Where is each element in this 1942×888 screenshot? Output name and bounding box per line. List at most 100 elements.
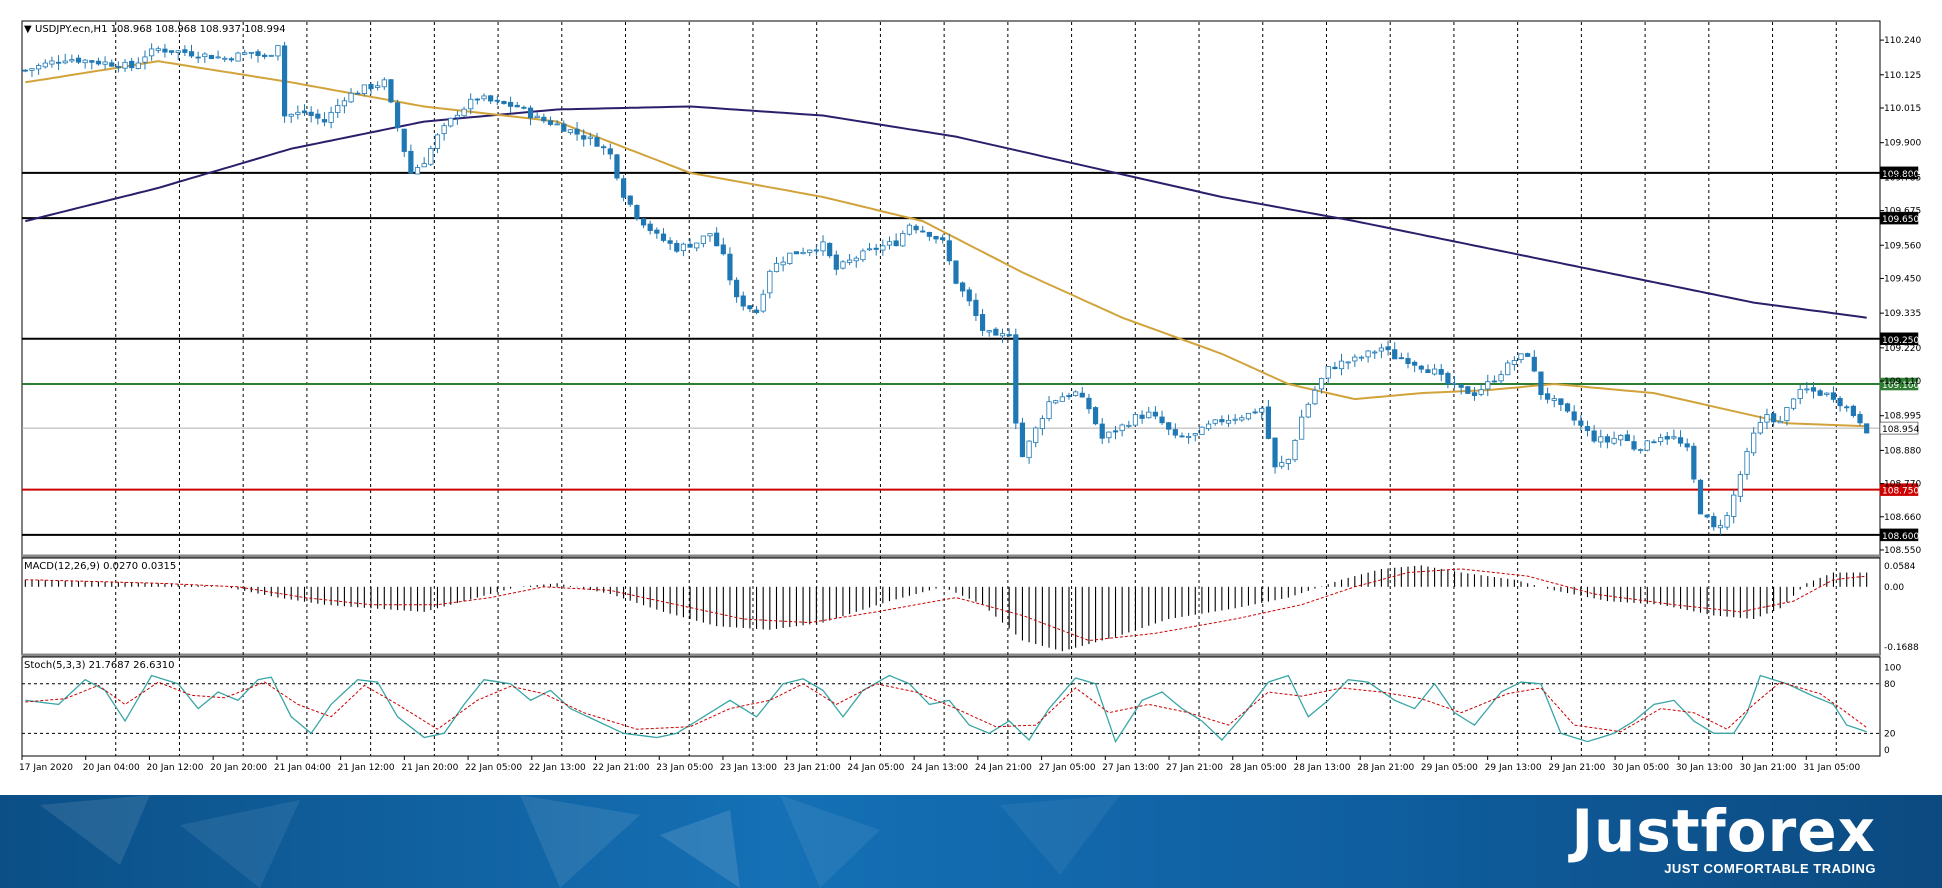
candle-body <box>36 65 42 70</box>
candle-body <box>1418 365 1424 370</box>
candle-body <box>1485 381 1491 390</box>
candle-body <box>1431 368 1438 375</box>
candle-body <box>700 235 706 244</box>
candle-body <box>1205 423 1212 430</box>
candle-body <box>1026 440 1032 459</box>
candle-body <box>1658 437 1664 443</box>
candle-body <box>448 117 454 127</box>
candle-body <box>920 230 926 233</box>
candle-body <box>288 113 294 117</box>
stoch-signal-line <box>25 681 1867 733</box>
candle-body <box>833 254 839 270</box>
candle-body <box>281 45 288 117</box>
price-level-tag <box>1879 211 1919 225</box>
candle-body <box>1525 353 1531 357</box>
candle-body <box>601 146 607 149</box>
price-level-tag <box>1879 483 1919 496</box>
candle-body <box>640 218 647 226</box>
candle-body <box>1810 387 1817 392</box>
time-label: 23 Jan 05:00 <box>656 763 713 773</box>
candle-body <box>248 51 254 54</box>
candle-body <box>727 253 733 281</box>
candle-body <box>481 95 487 100</box>
candle-body <box>1412 361 1418 366</box>
candle-body <box>1864 423 1870 434</box>
vertical-grid <box>115 22 1837 756</box>
candle-body <box>115 66 121 69</box>
stoch-tick-label: 0 <box>1884 746 1890 756</box>
candle-body <box>773 262 780 273</box>
candle-body <box>827 242 833 257</box>
candle-body <box>1711 516 1717 528</box>
candle-body <box>1073 391 1079 396</box>
candle-body <box>1624 434 1630 442</box>
candle-body <box>720 244 726 255</box>
candle-body <box>1638 449 1644 451</box>
candle-body <box>1405 358 1411 365</box>
candle-body <box>1804 388 1810 391</box>
candle-body <box>853 257 859 262</box>
candle-body <box>1571 411 1577 421</box>
candle-body <box>461 108 467 117</box>
stochastic-indicator <box>22 674 1880 744</box>
candle-body <box>335 105 341 113</box>
candle-body <box>1651 441 1657 444</box>
candle-body <box>1013 334 1019 424</box>
time-label: 21 Jan 04:00 <box>274 763 331 773</box>
price-tick-label: 109.220 <box>1884 344 1921 354</box>
brand-logo[interactable]: Justforex JUST COMFORTABLE TRADING <box>1571 795 1876 876</box>
candle-body <box>394 102 401 129</box>
price-tick-label: 110.240 <box>1884 36 1921 46</box>
candle-body <box>268 54 274 57</box>
candle-body <box>860 250 866 261</box>
candle-body <box>1850 405 1856 416</box>
candle-body <box>541 116 547 122</box>
candle-body <box>1425 369 1431 374</box>
candle-body <box>149 48 155 57</box>
price-level-label: 108.600 <box>1882 532 1919 542</box>
candle-body <box>960 282 966 292</box>
candle-body <box>1671 436 1677 439</box>
candle-body <box>102 61 108 65</box>
candle-body <box>880 245 886 251</box>
chart-title: USDJPY.ecn,H1 108.968 108.968 108.937 10… <box>35 24 286 35</box>
candle-body <box>1033 427 1039 444</box>
candle-body <box>627 195 633 205</box>
candle-body <box>620 178 627 198</box>
candle-body <box>900 233 906 247</box>
candle-body <box>913 225 919 231</box>
time-label: 27 Jan 13:00 <box>1102 763 1159 773</box>
candle-body <box>1505 362 1511 376</box>
candle-body <box>1751 432 1757 454</box>
candle-body <box>321 119 328 123</box>
candle-body <box>95 60 102 65</box>
banner-decoration <box>40 795 1120 888</box>
candle-body <box>654 229 660 234</box>
time-label: 23 Jan 21:00 <box>784 763 841 773</box>
price-axis: 109.800 109.650 109.250 109.100 108.954 108.7… <box>1879 36 1921 756</box>
time-label: 22 Jan 13:00 <box>529 763 586 773</box>
candle-body <box>82 59 88 64</box>
candle-body <box>1771 413 1777 423</box>
candle-body <box>454 114 461 118</box>
candle-body <box>1777 421 1783 424</box>
candle-body <box>1584 426 1591 431</box>
candle-body <box>262 54 268 57</box>
price-level-tag <box>1879 377 1919 391</box>
candle-body <box>813 249 819 252</box>
candle-body <box>820 241 826 252</box>
trading-chart[interactable]: 109.800 109.650 109.250 109.100 108.954 108.7… <box>0 0 1942 795</box>
time-label: 27 Jan 05:00 <box>1039 763 1096 773</box>
candle-body <box>966 289 972 302</box>
candle-body <box>760 293 766 312</box>
candle-body <box>1392 349 1398 360</box>
candle-body <box>1684 443 1690 448</box>
price-level-label: 108.954 <box>1882 425 1919 435</box>
candle-body <box>1724 515 1730 528</box>
candle-body <box>1225 419 1232 424</box>
candle-body <box>567 129 574 133</box>
candle-body <box>1338 360 1345 370</box>
candle-body <box>1564 403 1571 412</box>
time-label: 24 Jan 13:00 <box>911 763 968 773</box>
macd-tick-label: 0.00 <box>1884 583 1904 593</box>
